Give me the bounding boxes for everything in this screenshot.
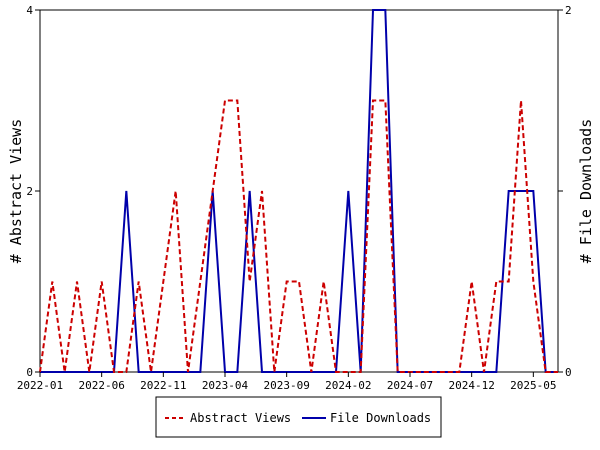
x-tick-label: 2022-11 xyxy=(140,379,186,392)
legend-label-file-downloads: File Downloads xyxy=(330,411,431,425)
right-tick-label: 0 xyxy=(565,366,572,379)
legend-label-abstract-views: Abstract Views xyxy=(190,411,291,425)
x-axis-ticks: 2022-01 2022-06 2022-11 2023-04 2023-09 2024-… xyxy=(17,372,557,392)
right-axis-ticks: 02 xyxy=(558,4,572,379)
left-tick-label: 2 xyxy=(26,185,33,198)
x-tick-label: 2022-06 xyxy=(78,379,124,392)
x-tick-label: 2023-09 xyxy=(263,379,309,392)
left-tick-label: 0 xyxy=(26,366,33,379)
x-tick-label: 2024-02 xyxy=(325,379,371,392)
legend: Abstract Views File Downloads xyxy=(155,396,442,438)
right-axis-label: # File Downloads xyxy=(577,119,595,264)
left-axis-ticks: 0 2 4 xyxy=(26,4,40,379)
x-tick-label: 2024-12 xyxy=(448,379,494,392)
x-tick-label: 2022-01 xyxy=(17,379,63,392)
series-line-abstract-views xyxy=(39,99,558,373)
x-tick-label: 2023-04 xyxy=(202,379,249,392)
left-tick-label: 4 xyxy=(26,4,33,17)
x-tick-label: 2025-05 xyxy=(510,379,556,392)
legend-box xyxy=(155,396,442,438)
right-tick-label: 2 xyxy=(565,4,572,17)
x-tick-label: 2024-07 xyxy=(387,379,433,392)
left-axis-label: # Abstract Views xyxy=(7,119,25,264)
